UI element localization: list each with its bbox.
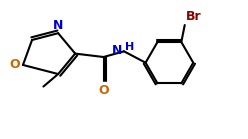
Text: H: H: [125, 42, 134, 52]
Text: O: O: [10, 59, 20, 71]
Text: Br: Br: [186, 10, 201, 23]
Text: O: O: [98, 84, 109, 97]
Text: N: N: [112, 44, 122, 57]
Text: N: N: [53, 19, 63, 32]
